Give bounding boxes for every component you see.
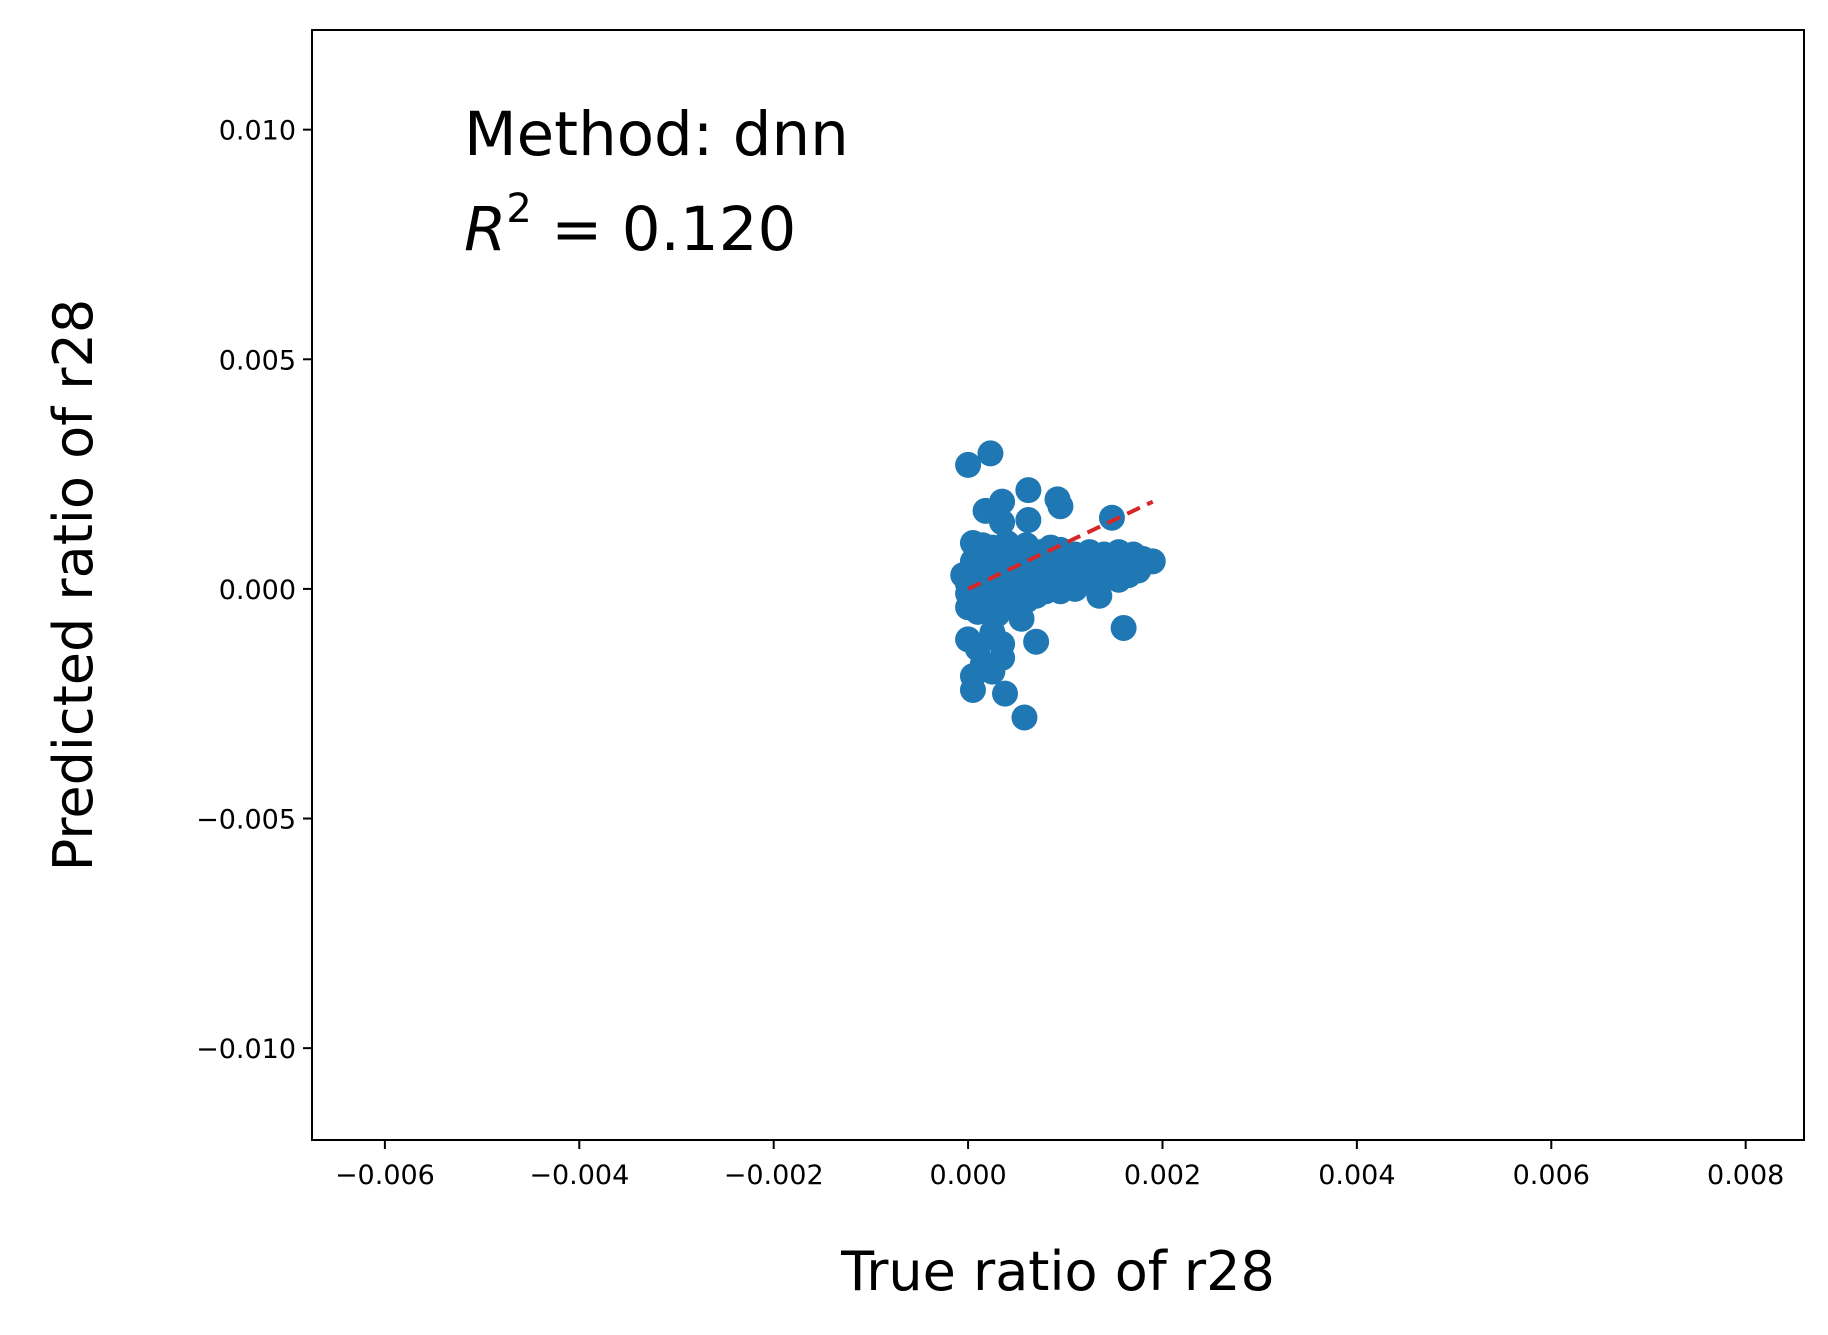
x-tick-label: −0.004: [529, 1160, 629, 1191]
scatter-point: [1011, 704, 1038, 731]
scatter-point: [979, 658, 1006, 685]
scatter-point: [989, 509, 1016, 536]
x-tick-label: 0.002: [1124, 1160, 1201, 1191]
fit-line-layer: [967, 499, 1154, 591]
scatter-point: [992, 680, 1019, 707]
scatter-point: [1015, 507, 1042, 534]
x-tick-label: 0.008: [1707, 1160, 1784, 1191]
scatter-point: [1008, 605, 1035, 632]
scatter-point: [1062, 575, 1089, 602]
x-tick-label: 0.000: [929, 1160, 1006, 1191]
y-tick-label: −0.005: [196, 805, 296, 836]
x-tick-label: −0.002: [724, 1160, 824, 1191]
y-tick-label: −0.010: [196, 1034, 296, 1065]
axis-ticks: −0.006 −0.004 −0.002 0.000 0.002 0.004 0.006 0.…: [196, 116, 1784, 1191]
plot-frame: [311, 29, 1805, 1141]
scatter-point: [1047, 493, 1074, 520]
y-tick-label: 0.005: [219, 345, 296, 376]
scatter-point: [1086, 582, 1113, 609]
y-tick-label: 0.010: [219, 116, 296, 147]
scatter-point: [1115, 562, 1142, 589]
scatter-points: [950, 440, 1166, 731]
x-tick-label: 0.004: [1318, 1160, 1395, 1191]
scatter-point: [955, 451, 982, 478]
r2-symbol: R: [464, 194, 506, 265]
x-tick-label: −0.006: [335, 1160, 435, 1191]
scatter-point: [1110, 614, 1137, 641]
fit-line: [967, 499, 1154, 591]
method-annotation: Method: dnn: [464, 99, 849, 170]
scatter-point: [977, 440, 1004, 467]
scatter-point: [1015, 477, 1042, 504]
r2-exponent: 2: [506, 186, 531, 232]
scatter-point: [1023, 628, 1050, 655]
x-axis-title: True ratio of r28: [840, 1240, 1275, 1303]
r2-value: = 0.120: [532, 194, 797, 265]
scatter-point: [959, 676, 986, 703]
r-squared-annotation: R2 = 0.120: [464, 186, 796, 265]
y-axis-title: Predicted ratio of r28: [42, 299, 105, 871]
x-tick-label: 0.006: [1513, 1160, 1590, 1191]
y-tick-label: 0.000: [219, 575, 296, 606]
scatter-point: [1098, 504, 1125, 531]
